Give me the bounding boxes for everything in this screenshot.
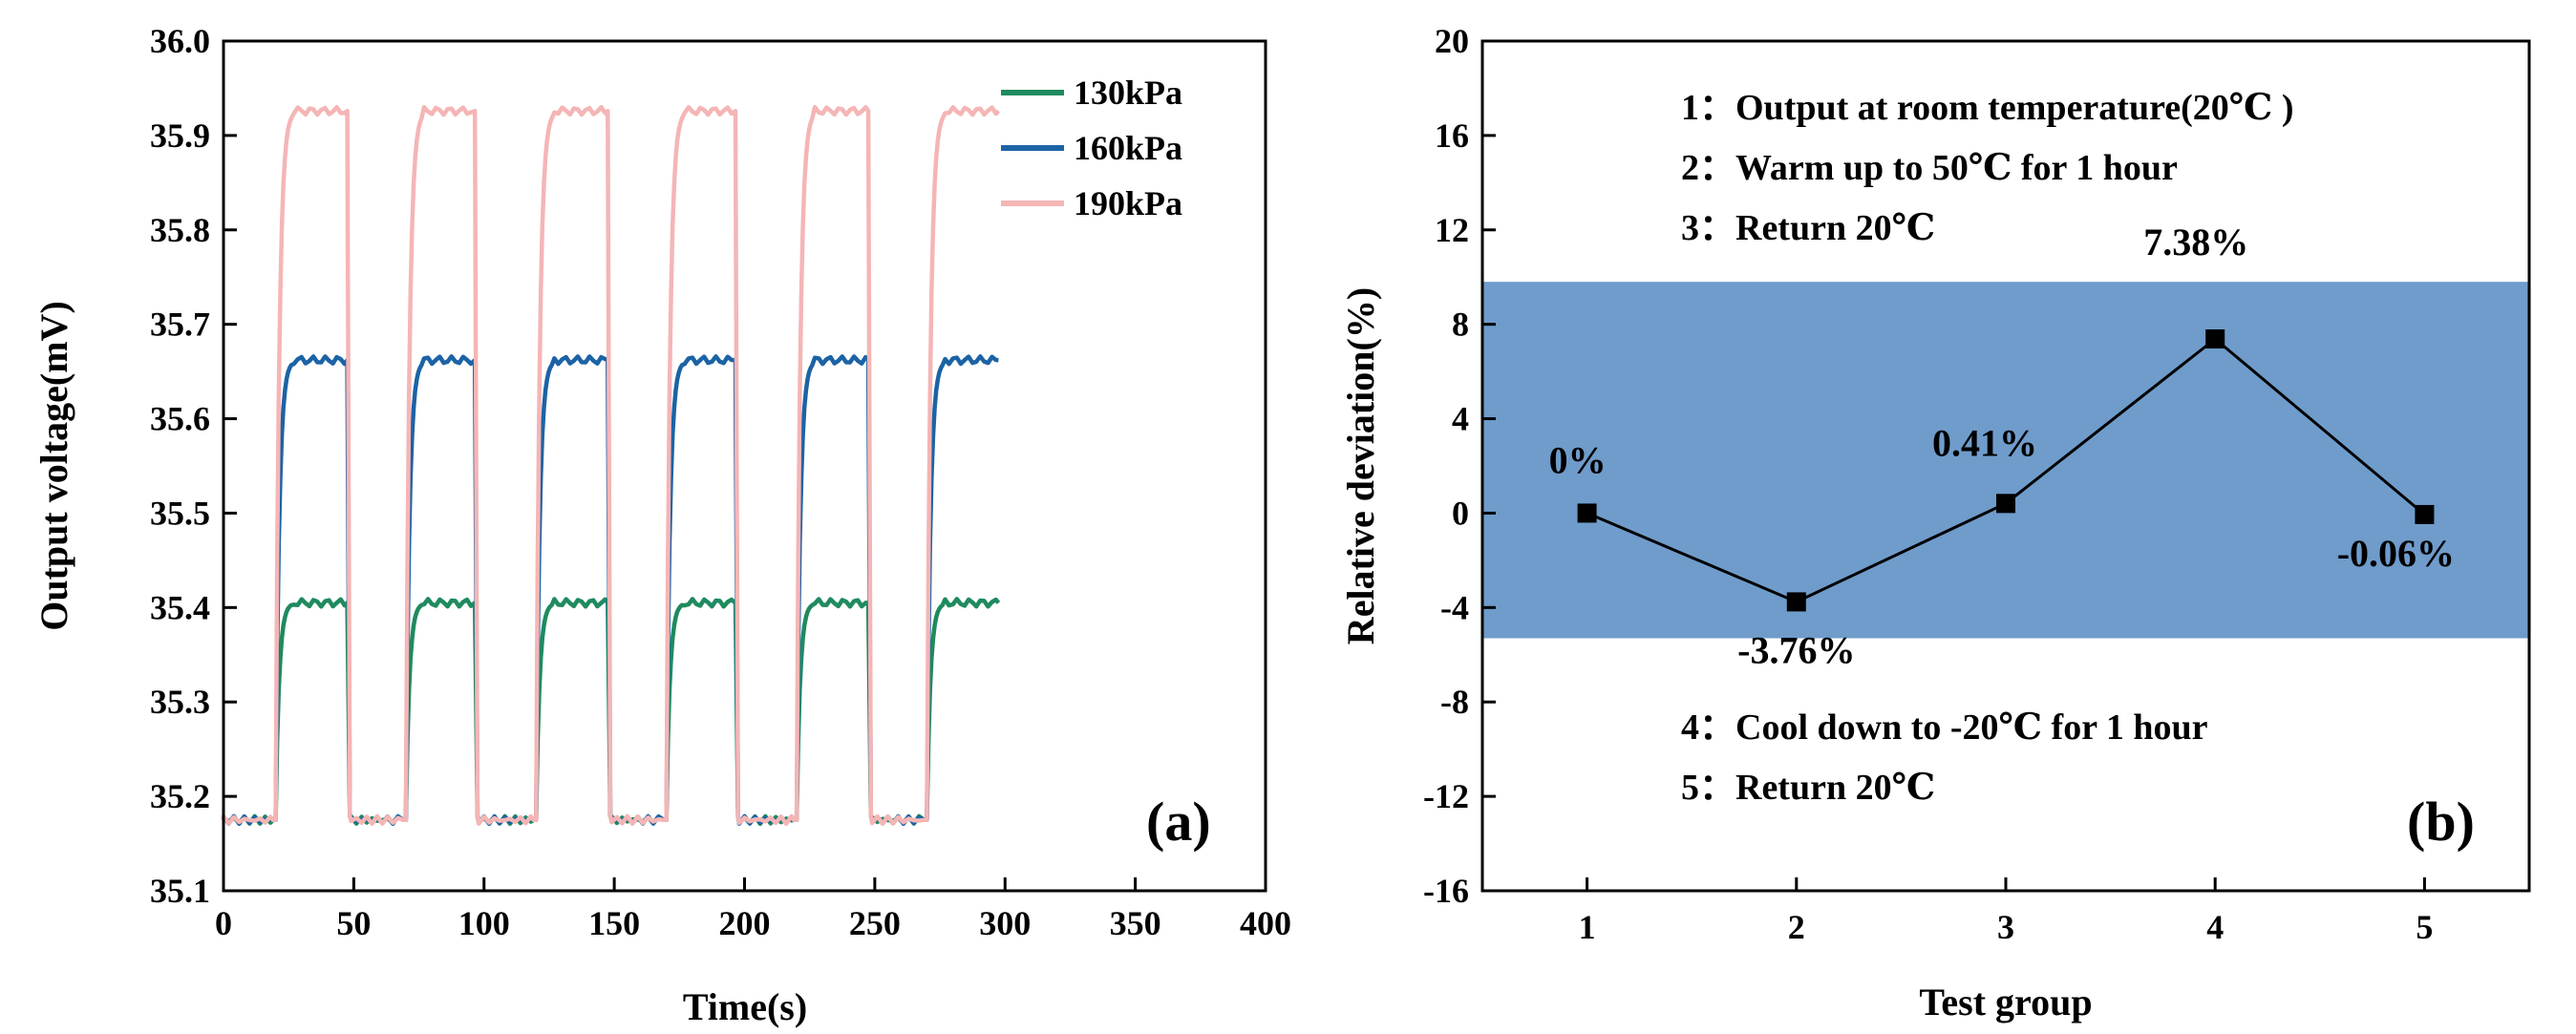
panel-b-y-tick-label: 16: [1435, 116, 1469, 155]
panel-b-data-labels: 0% -3.76% 0.41% 7.38% -0.06%: [1549, 221, 2455, 671]
annotation-step-1: 1：Output at room temperature(20℃ ): [1681, 88, 2293, 128]
panel-b-y-tick-label: -12: [1423, 777, 1469, 815]
data-label: 0.41%: [1932, 421, 2037, 464]
panel-a-voltage-chart: 0 50 100 150 200 250 300 350 400 35.1 35.2 35.3 35.4…: [32, 22, 1291, 1028]
panel-a-tag: (a): [1146, 791, 1211, 853]
panel-a-y-tick-label: 35.7: [150, 306, 210, 344]
panel-a-x-tick-label: 400: [1240, 904, 1291, 942]
panel-a-y-tick-label: 36.0: [150, 22, 210, 60]
panel-b-y-tick-label: 0: [1452, 494, 1469, 532]
series-line-190kpa: [221, 104, 1001, 827]
panel-a-y-tick-label: 35.2: [150, 777, 210, 815]
panel-b-x-tick-label: 1: [1579, 908, 1596, 946]
panel-a-x-tick-label: 250: [849, 904, 901, 942]
panel-a-legend: 130kPa 160kPa 190kPa: [1001, 74, 1182, 222]
panel-a-y-tick-label: 35.5: [150, 494, 210, 532]
panel-a-y-tick-label: 35.9: [150, 116, 210, 155]
panel-b-y-tick-label: 4: [1452, 400, 1469, 438]
panel-b-y-tick-label: -8: [1440, 683, 1469, 721]
panel-a-y-tick-label: 35.6: [150, 400, 210, 438]
panel-a-y-tick-label: 35.8: [150, 211, 210, 249]
annotation-step-5: 5：Return 20℃: [1681, 768, 1935, 808]
panel-b-y-axis-label: Relative deviation(%): [1339, 287, 1382, 644]
panel-a-x-tick-label: 0: [215, 904, 232, 942]
panel-b-tolerance-band: [1482, 282, 2529, 639]
panel-a-y-tick-label: 35.1: [150, 872, 210, 910]
panel-b-y-tick-label: 12: [1435, 211, 1469, 249]
panel-b-x-tick-label: 5: [2416, 908, 2433, 946]
data-label: -0.06%: [2337, 532, 2455, 575]
panel-b-x-tick-label: 3: [1997, 908, 2014, 946]
panel-b-annotations-bottom: 4：Cool down to -20℃ for 1 hour 5：Return …: [1681, 707, 2208, 808]
panel-b-tag: (b): [2407, 791, 2475, 853]
legend-label-190kpa: 190kPa: [1074, 184, 1182, 222]
panel-a-y-axis-label: Output voltage(mV): [32, 301, 75, 631]
panel-b-x-tick-label: 4: [2206, 908, 2224, 946]
panel-b-y-tick-label: 8: [1452, 306, 1469, 344]
panel-a-y-tick-label: 35.3: [150, 683, 210, 721]
annotation-step-3: 3：Return 20℃: [1681, 208, 1935, 248]
panel-a-x-tick-label: 350: [1110, 904, 1161, 942]
panel-a-x-axis-label: Time(s): [683, 985, 807, 1028]
panel-a-ticks: 0 50 100 150 200 250 300 350 400 35.1 35.2 35.3 35.4…: [150, 22, 1291, 942]
panel-a-plot-frame: [222, 39, 1267, 893]
panel-a-series-lines: [221, 104, 1001, 827]
annotation-step-2: 2：Warm up to 50℃ for 1 hour: [1681, 148, 2178, 188]
panel-a-x-tick-label: 300: [979, 904, 1031, 942]
deviation-point: [1577, 503, 1597, 523]
data-label: -3.76%: [1737, 628, 1855, 671]
panel-b-y-tick-label: -4: [1440, 588, 1469, 626]
panel-a-x-tick-label: 200: [719, 904, 771, 942]
deviation-point: [2415, 504, 2435, 524]
panel-a-y-tick-label: 35.4: [150, 588, 210, 626]
data-label: 7.38%: [2143, 221, 2248, 264]
panel-b-x-axis-label: Test group: [1919, 981, 2092, 1023]
panel-b-y-tick-label: 20: [1435, 22, 1469, 60]
panel-b-y-tick-label: -16: [1423, 872, 1469, 910]
legend-label-160kpa: 160kPa: [1074, 129, 1182, 167]
deviation-point: [2205, 328, 2225, 348]
deviation-point: [1996, 494, 2015, 514]
panel-b-annotations-top: 1：Output at room temperature(20℃ ) 2：War…: [1681, 88, 2293, 248]
deviation-point: [1786, 592, 1806, 612]
annotation-step-4: 4：Cool down to -20℃ for 1 hour: [1681, 707, 2208, 748]
panel-a-x-tick-label: 100: [458, 904, 510, 942]
panel-b-series: [1577, 328, 2435, 612]
panel-a-x-tick-label: 150: [588, 904, 640, 942]
legend-label-130kpa: 130kPa: [1074, 74, 1182, 112]
panel-a-x-tick-label: 50: [336, 904, 371, 942]
panel-b-x-tick-label: 2: [1788, 908, 1805, 946]
data-label: 0%: [1549, 438, 1607, 481]
